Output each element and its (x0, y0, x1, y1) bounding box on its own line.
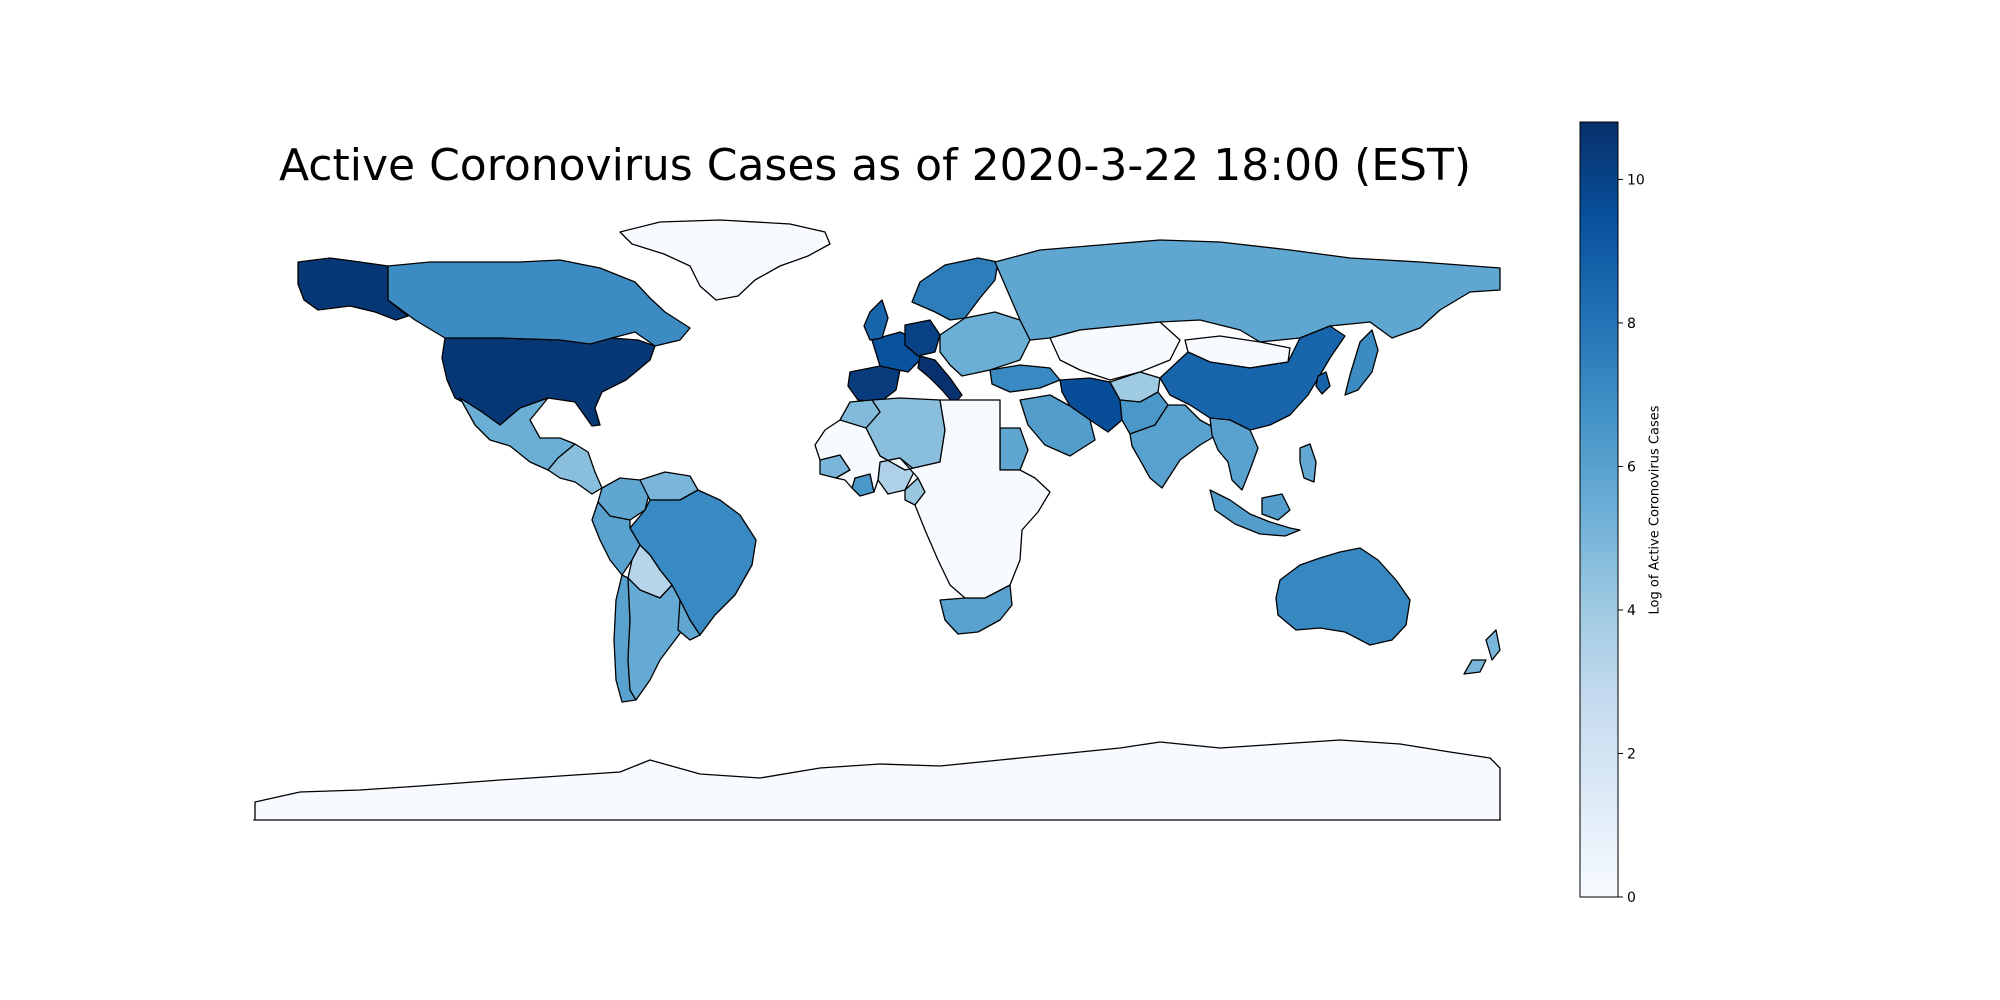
region-turkey (989, 364, 1061, 393)
colorbar-tick-label: 8 (1627, 316, 1636, 332)
region-united-kingdom (863, 299, 889, 341)
region-alaska (297, 257, 409, 321)
colorbar-tick-label: 2 (1627, 746, 1636, 762)
world-map (252, 219, 1502, 821)
colorbar-tick-label: 10 (1627, 172, 1645, 188)
region-kazakhstan (1049, 321, 1181, 381)
colorbar: 0 2 4 6 8 10 (1579, 121, 1645, 906)
colorbar-label: Log of Active Coronovirus Cases (1647, 405, 1663, 615)
region-southeast-asia (1209, 417, 1259, 491)
colorbar-gradient (1579, 121, 1619, 898)
region-japan (1344, 329, 1379, 396)
region-central-america (547, 443, 603, 495)
colorbar-tick-label: 0 (1627, 890, 1636, 906)
region-scandinavia (911, 257, 999, 321)
region-greenland (619, 219, 831, 301)
region-new-zealand (1463, 629, 1501, 675)
region-philippines (1299, 443, 1317, 483)
region-germany (904, 319, 941, 357)
region-argentina (627, 577, 691, 701)
region-uruguay (677, 599, 701, 641)
region-saudi-arabia (1019, 394, 1096, 457)
region-australia (1275, 547, 1411, 646)
region-canada (387, 259, 691, 347)
region-indonesia (1209, 489, 1301, 537)
colorbar-tick-label: 6 (1627, 459, 1636, 475)
colorbar-tick-label: 4 (1627, 603, 1636, 619)
region-south-korea (1315, 371, 1331, 395)
region-iran (1059, 377, 1123, 433)
region-antarctica (254, 739, 1501, 821)
region-central-africa (814, 399, 1051, 599)
region-india (1129, 404, 1223, 489)
region-mexico (459, 397, 576, 471)
map-title: Active Coronovirus Cases as of 2020-3-22… (278, 140, 1472, 191)
region-eastern-europe (939, 311, 1031, 377)
